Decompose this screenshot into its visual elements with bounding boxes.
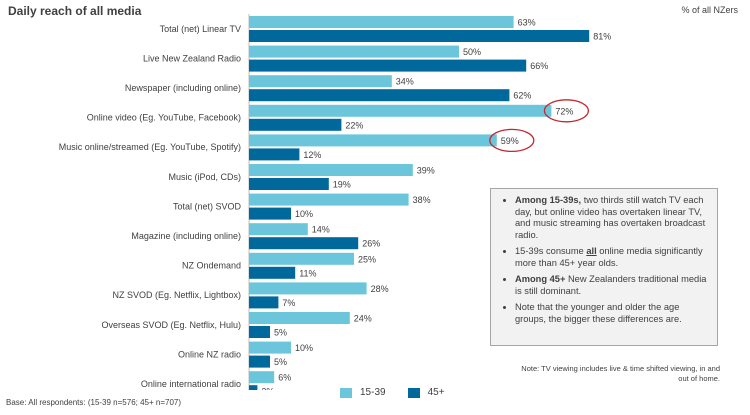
value-label: 22% xyxy=(345,120,363,130)
category-label: NZ Ondemand xyxy=(182,261,241,271)
value-label: 38% xyxy=(413,195,431,205)
value-label: 5% xyxy=(274,328,287,338)
category-label: Music (iPod, CDs) xyxy=(168,172,241,182)
value-label: 66% xyxy=(530,61,548,71)
value-label: 12% xyxy=(303,150,321,160)
category-label: Total (net) SVOD xyxy=(173,201,242,211)
bar-45-online-international-radio xyxy=(249,385,258,390)
callout-item-1: Among 15-39s, two thirds still watch TV … xyxy=(515,195,709,241)
bar-15-39-music-online-streamed-eg-youtube-spotify xyxy=(249,134,497,147)
category-label: Overseas SVOD (Eg. Netflix, Hulu) xyxy=(101,320,241,330)
bar-15-39-music-ipod-cds xyxy=(249,164,413,176)
value-label: 10% xyxy=(295,343,313,353)
value-label: 72% xyxy=(555,106,573,116)
bar-45-nz-ondemand xyxy=(249,266,296,279)
legend-item-45-plus: 45+ xyxy=(407,387,445,398)
legend-label-45-plus: 45+ xyxy=(427,387,445,398)
legend-label-15-39: 15-39 xyxy=(360,387,386,398)
bar-15-39-online-nz-radio xyxy=(249,341,291,354)
unit-label: % of all NZers xyxy=(681,5,738,15)
bar-15-39-newspaper-including-online xyxy=(249,75,392,88)
category-label: Online international radio xyxy=(141,379,241,389)
bar-45-newspaper-including-online xyxy=(249,89,510,102)
value-label: 28% xyxy=(371,284,389,294)
bar-15-39-live-new-zealand-radio xyxy=(249,45,459,58)
bar-45-online-nz-radio xyxy=(249,355,270,368)
category-label: NZ SVOD (Eg. Netflix, Lightbox) xyxy=(112,290,241,300)
value-label: 50% xyxy=(463,47,481,57)
value-label: 6% xyxy=(278,373,291,383)
chart-title: Daily reach of all media xyxy=(8,4,142,18)
category-label: Magazine (including online) xyxy=(131,231,241,241)
legend-item-15-39: 15-39 xyxy=(340,387,386,398)
bar-15-39-nz-svod-eg-netflix-lightbox xyxy=(249,282,367,295)
bar-15-39-magazine-including-online xyxy=(249,223,308,236)
value-label: 81% xyxy=(593,32,611,42)
bar-45-nz-svod-eg-netflix-lightbox xyxy=(249,296,279,309)
category-label: Newspaper (including online) xyxy=(125,83,241,93)
insight-callout: Among 15-39s, two thirds still watch TV … xyxy=(490,188,718,346)
bar-45-magazine-including-online xyxy=(249,237,359,250)
bar-45-total-net-linear-tv xyxy=(249,30,590,42)
bar-15-39-nz-ondemand xyxy=(249,252,354,265)
highlight-circle xyxy=(543,99,590,123)
chart-legend: 15-39 45+ xyxy=(340,387,445,398)
base-note: Base: All respondents: (15-39 n=576; 45+… xyxy=(6,398,182,407)
footnote: Note: TV viewing includes live & time sh… xyxy=(521,364,720,383)
value-label: 14% xyxy=(312,225,330,235)
bar-45-overseas-svod-eg-netflix-hulu xyxy=(249,326,270,338)
category-label: Music online/streamed (Eg. YouTube, Spot… xyxy=(59,142,241,152)
value-label: 25% xyxy=(358,254,376,264)
value-label: 5% xyxy=(274,357,287,367)
value-label: 19% xyxy=(333,180,351,190)
value-label: 7% xyxy=(282,298,295,308)
value-label: 11% xyxy=(299,268,316,278)
bar-15-39-online-international-radio xyxy=(249,371,275,384)
value-label: 59% xyxy=(501,136,519,146)
value-label: 34% xyxy=(396,77,414,87)
callout-item-3: Among 45+ New Zealanders traditional med… xyxy=(515,274,709,297)
bar-15-39-total-net-svod xyxy=(249,193,409,206)
category-label: Live New Zealand Radio xyxy=(143,53,241,63)
legend-swatch-45-plus xyxy=(407,387,420,398)
bar-45-music-online-streamed-eg-youtube-spotify xyxy=(249,148,300,161)
category-label: Online NZ radio xyxy=(178,349,241,359)
value-label: 26% xyxy=(362,239,380,249)
category-label: Online video (Eg. YouTube, Facebook) xyxy=(87,113,241,123)
value-label: 39% xyxy=(417,166,435,176)
value-label: 62% xyxy=(513,91,531,101)
bar-45-music-ipod-cds xyxy=(249,178,329,190)
bar-15-39-overseas-svod-eg-netflix-hulu xyxy=(249,312,350,324)
bar-15-39-online-video-eg-youtube-facebook xyxy=(249,104,552,117)
bar-45-live-new-zealand-radio xyxy=(249,59,527,72)
callout-item-4: Note that the younger and older the age … xyxy=(515,302,709,325)
bar-chart: Total (net) Linear TV Live New Zealand Ra… xyxy=(59,14,611,390)
value-label: 24% xyxy=(354,314,372,324)
highlight-circle xyxy=(489,128,535,153)
callout-item-2: 15-39s consume all online media signific… xyxy=(515,246,709,269)
value-label: 10% xyxy=(295,209,313,219)
legend-swatch-15-39 xyxy=(340,387,352,398)
value-label: 2% xyxy=(261,387,274,390)
bar-45-online-video-eg-youtube-facebook xyxy=(249,118,342,131)
category-label: Total (net) Linear TV xyxy=(160,24,241,34)
bar-45-total-net-svod xyxy=(249,207,291,220)
value-label: 63% xyxy=(518,18,536,28)
bar-15-39-total-net-linear-tv xyxy=(249,16,514,28)
